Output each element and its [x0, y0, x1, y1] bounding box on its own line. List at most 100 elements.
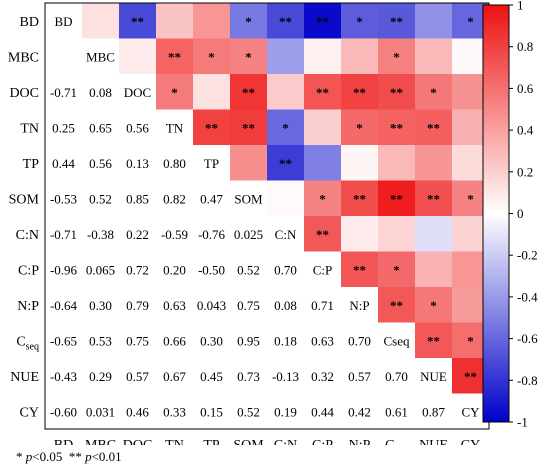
heatmap-cell-bd-tn: [156, 3, 194, 39]
correlation-value-label: 0.63: [163, 298, 186, 313]
diagonal-variable-label: BD: [54, 14, 72, 29]
heatmap-cell-np-cseq: [378, 287, 416, 323]
heatmap-cell-som-som: [230, 180, 268, 217]
row-axis-label: SOM: [9, 192, 40, 207]
heatmap-cell-mbc-mbc: [82, 38, 120, 75]
correlation-value-label: 0.29: [89, 369, 112, 384]
correlation-value-label: 0.82: [163, 191, 186, 206]
significance-mark: **: [279, 156, 292, 171]
heatmap-cell-mbc-cseq: [378, 38, 416, 75]
heatmap-cell-nue-tn: [156, 358, 194, 394]
colorbar-tick-label: 0.8: [517, 39, 533, 54]
heatmap-cell-som-doc: [119, 180, 157, 217]
heatmap-cell-cseq-som: [230, 322, 268, 359]
heatmap-cell-cseq-tp: [193, 322, 231, 359]
heatmap-cell-tp-np: [341, 145, 379, 181]
column-axis-label: SOM: [233, 438, 264, 445]
correlation-value-label: 0.72: [126, 262, 149, 277]
heatmap-cell-som-tp: [193, 180, 231, 217]
heatmap-cell-tn-mbc: [82, 109, 120, 146]
significance-mark: *: [319, 191, 326, 206]
heatmap-cell-doc-mbc: [82, 74, 120, 110]
significance-mark: **: [390, 14, 403, 29]
heatmap-cell-mbc-som: [230, 38, 268, 75]
correlation-value-label: 0.19: [274, 404, 297, 419]
heatmap-cell-doc-cp: [304, 74, 342, 110]
column-axis-label: C:P: [312, 438, 333, 445]
heatmap-cell-np-tn: [156, 287, 194, 323]
heatmap-cell-nue-tp: [193, 358, 231, 394]
diagonal-variable-label: C:N: [275, 227, 297, 242]
heatmap-cell-np-tp: [193, 287, 231, 323]
heatmap-cell-som-cn: [267, 180, 305, 217]
correlation-value-label: 0.08: [274, 298, 297, 313]
significance-mark: **: [427, 333, 440, 348]
heatmap-cell-mbc-nue: [415, 38, 453, 75]
heatmap-cell-cp-doc: [119, 251, 157, 288]
heatmap-cell-doc-tn: [156, 74, 194, 110]
row-axis-label: CY: [20, 405, 39, 420]
heatmap-cell-np-nue: [415, 287, 453, 323]
heatmap-cell-mbc-doc: [119, 38, 157, 75]
correlation-value-label: -0.50: [198, 262, 225, 277]
heatmap-cell-cseq-tn: [156, 322, 194, 359]
heatmap-cell-cy-mbc: [82, 393, 120, 430]
heatmap-cell-bd-doc: [119, 3, 157, 39]
correlation-value-label: 0.025: [234, 227, 263, 242]
heatmap-cell-tn-nue: [415, 109, 453, 146]
heatmap-cell-tp-som: [230, 145, 268, 181]
significance-mark: *: [245, 14, 252, 29]
heatmap-cell-nue-cseq: [378, 358, 416, 394]
heatmap-cell-tp-doc: [119, 145, 157, 181]
correlation-value-label: 0.32: [311, 369, 334, 384]
row-axis-label: BD: [20, 15, 39, 30]
heatmap-cell-doc-bd: [45, 74, 83, 110]
heatmap-cell-cn-nue: [415, 216, 453, 252]
footnote-text-single: <0.05: [32, 449, 63, 464]
column-axis-label: NUE: [419, 438, 448, 445]
heatmap-cell-tp-mbc: [82, 145, 120, 181]
colorbar-tick-label: 0.6: [517, 81, 534, 96]
correlation-value-label: 0.65: [89, 120, 112, 135]
correlation-value-label: 0.45: [200, 369, 223, 384]
heatmap-cell-bd-cn: [267, 3, 305, 39]
heatmap-cell-tn-tn: [156, 109, 194, 146]
heatmap-cell-som-bd: [45, 180, 83, 217]
heatmap-cell-bd-tp: [193, 3, 231, 39]
significance-mark: **: [353, 85, 366, 100]
significance-mark: **: [427, 191, 440, 206]
heatmap-cell-cseq-cseq: [378, 322, 416, 359]
diagonal-variable-label: TN: [166, 120, 184, 135]
heatmap-cell-doc-cseq: [378, 74, 416, 110]
heatmap-cell-cy-doc: [119, 393, 157, 430]
heatmap-cell-cn-np: [341, 216, 379, 252]
heatmap-cell-tp-tp: [193, 145, 231, 181]
correlation-value-label: 0.71: [311, 298, 334, 313]
heatmap-cell-som-tn: [156, 180, 194, 217]
significance-mark: **: [168, 49, 181, 64]
heatmap-cell-cn-doc: [119, 216, 157, 252]
heatmap-cell-np-bd: [45, 287, 83, 323]
heatmap-cell-cn-mbc: [82, 216, 120, 252]
significance-mark: *: [467, 14, 474, 29]
correlation-value-label: 0.22: [126, 227, 149, 242]
heatmap-cell-np-cp: [304, 287, 342, 323]
heatmap-cell-cp-tn: [156, 251, 194, 288]
correlation-value-label: 0.065: [86, 262, 115, 277]
diagonal-variable-label: C:P: [313, 262, 333, 277]
correlation-value-label: 0.52: [237, 404, 260, 419]
colorbar-tick-label: -1: [517, 415, 528, 430]
correlation-value-label: 0.47: [200, 191, 223, 206]
heatmap-cell-np-som: [230, 287, 268, 323]
significance-mark: *: [356, 120, 363, 135]
heatmap-cell-mbc-cp: [304, 38, 342, 75]
heatmap-cell-cseq-cp: [304, 322, 342, 359]
significance-mark: **: [316, 85, 329, 100]
correlation-heatmap-chart: BD ** * ** ** * ** *MBC ** * * *-0.71 0.08 DOC * ** ** **…: [8, 0, 538, 445]
row-axis-label: N:P: [17, 299, 39, 314]
significance-mark: **: [353, 191, 366, 206]
colorbar-tick-label: -0.2: [517, 248, 538, 263]
heatmap-cell-tn-cn: [267, 109, 305, 146]
significance-mark: **: [464, 369, 477, 384]
correlation-value-label: 0.63: [311, 333, 334, 348]
